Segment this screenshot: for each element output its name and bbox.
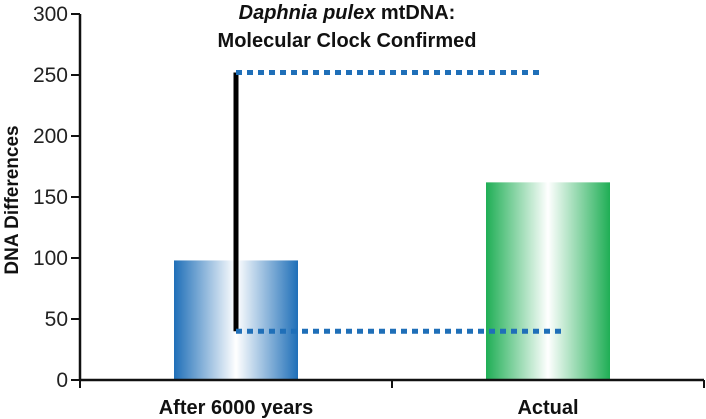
y-axis-title: DNA Differences: [2, 125, 23, 274]
chart-title-line2: Molecular Clock Confirmed: [218, 30, 477, 52]
chart-title-line1: Daphnia pulex mtDNA:: [239, 2, 456, 24]
y-tick-label-5: 200: [33, 125, 68, 148]
bars-group: [174, 182, 610, 380]
y-tick-label-1: 0: [56, 369, 68, 392]
x-tick-label-1: After 6000 years: [159, 397, 314, 419]
y-tick-label-7: 300: [33, 3, 68, 26]
y-tick-label-6: 250: [33, 64, 68, 87]
range-annotation: [233, 70, 563, 334]
axes-group: After 6000 years Actual 0 50 100 150 200 250 300: [33, 3, 705, 419]
x-tick-label-2: Actual: [517, 397, 578, 419]
y-tick-label-3: 100: [33, 247, 68, 270]
bar-2: [486, 182, 610, 380]
y-tick-label-4: 150: [33, 186, 68, 209]
y-tick-label-2: 50: [45, 308, 68, 331]
